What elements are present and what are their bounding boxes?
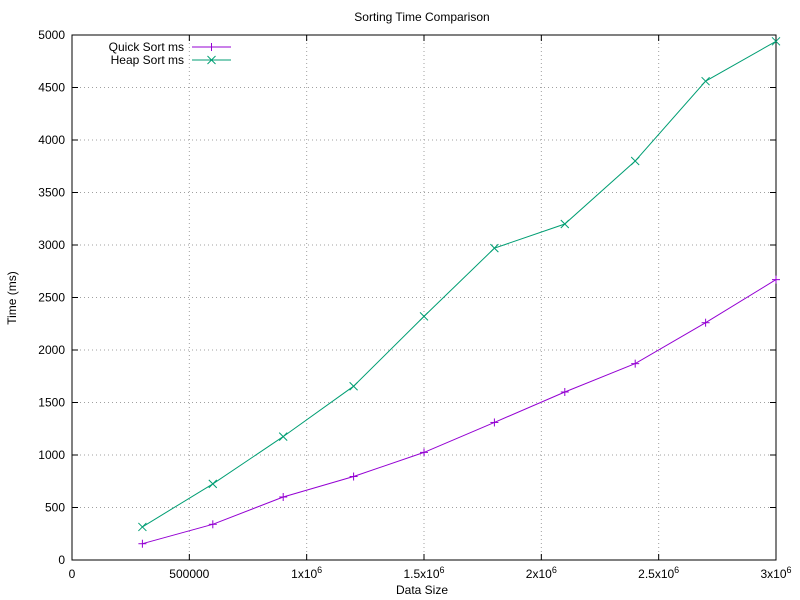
data-point-quick-sort <box>490 418 499 427</box>
data-point-heap-sort <box>208 479 218 489</box>
y-tick-label: 4000 <box>38 133 65 147</box>
data-point-quick-sort <box>279 493 288 501</box>
data-point-quick-sort <box>349 472 358 481</box>
x-tick-label-base: 3x10 <box>760 567 786 581</box>
legend-marker <box>207 43 216 51</box>
x-tick-label: 1.5x106 <box>403 565 444 581</box>
series-line-quick-sort <box>142 279 777 545</box>
x-tick-label: 0 <box>69 567 76 581</box>
data-point-quick-sort <box>138 539 147 548</box>
y-tick-label: 2000 <box>38 343 65 357</box>
x-tick-label: 2x106 <box>526 565 557 581</box>
y-tick-label: 3500 <box>38 186 65 200</box>
data-point-heap-sort <box>138 522 147 532</box>
data-point-heap-sort <box>701 76 710 86</box>
x-tick-label-exponent: 6 <box>552 565 557 575</box>
x-tick-label-exponent: 6 <box>787 565 792 575</box>
x-tick-label: 3x106 <box>760 565 791 581</box>
data-point-heap-sort <box>349 381 358 391</box>
legend-label: Quick Sort ms <box>109 40 184 54</box>
x-tick-label-base: 2.5x10 <box>638 567 674 581</box>
x-tick-label-base: 1.5x10 <box>403 567 439 581</box>
data-point-heap-sort <box>560 219 570 229</box>
data-point-quick-sort <box>420 448 428 457</box>
data-point-heap-sort <box>630 156 640 166</box>
data-point-heap-sort <box>490 243 499 253</box>
y-tick-label: 2500 <box>38 291 65 305</box>
data-point-quick-sort <box>208 520 217 529</box>
legend-marker <box>207 55 216 65</box>
data-point-quick-sort <box>701 318 710 327</box>
x-tick-label: 2.5x106 <box>638 565 679 581</box>
series-line-heap-sort <box>142 40 777 528</box>
series-lines <box>138 36 781 548</box>
x-tick-label-base: 500000 <box>169 567 209 581</box>
legend-label: Heap Sort ms <box>111 53 184 67</box>
x-tick-label-exponent: 6 <box>440 565 445 575</box>
data-point-heap-sort <box>278 432 288 441</box>
y-tick-label: 0 <box>58 553 65 567</box>
y-tick-label: 500 <box>45 501 65 515</box>
data-point-quick-sort <box>631 359 640 368</box>
chart-title: Sorting Time Comparison <box>354 10 489 24</box>
y-tick-label: 3000 <box>38 238 65 252</box>
x-tick-label-exponent: 6 <box>674 565 679 575</box>
x-axis-label: Data Size <box>396 583 448 597</box>
x-tick-label: 500000 <box>169 567 209 581</box>
y-tick-label: 5000 <box>38 28 65 42</box>
y-tick-label: 1000 <box>38 448 65 462</box>
x-tick-label-exponent: 6 <box>317 565 322 575</box>
x-tick-label: 1x106 <box>291 565 322 581</box>
x-tick-label-base: 2x10 <box>526 567 552 581</box>
x-tick-label-base: 1x10 <box>291 567 317 581</box>
data-point-heap-sort <box>419 312 429 321</box>
data-point-heap-sort <box>771 36 781 46</box>
data-point-quick-sort <box>772 275 780 284</box>
y-tick-label: 4500 <box>38 81 65 95</box>
data-point-quick-sort <box>560 388 569 396</box>
axis-ticks: 0 500000 1x106 1.5x106 2x106 2.5x106 3x1060500… <box>38 28 791 581</box>
y-axis-label: Time (ms) <box>5 271 19 325</box>
x-tick-label-base: 0 <box>69 567 76 581</box>
y-tick-label: 1500 <box>38 396 65 410</box>
